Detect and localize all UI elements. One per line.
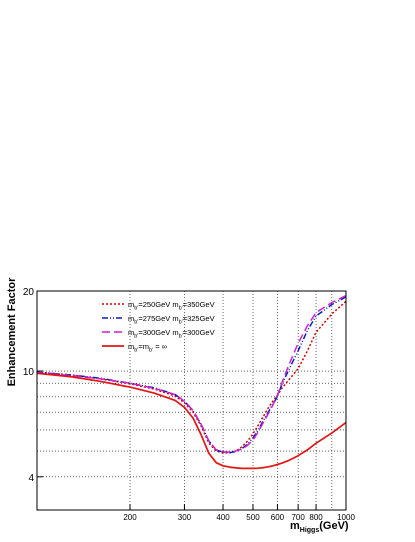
legend-label-4: mb'=mb' = ∞ xyxy=(128,342,167,354)
series-line-2 xyxy=(36,296,347,454)
series-line-1 xyxy=(36,300,347,454)
x-tick-label: 600 xyxy=(271,513,285,522)
y-tick-label: 20 xyxy=(23,287,35,298)
x-tick-label: 500 xyxy=(246,513,260,522)
x-tick-label: 200 xyxy=(123,513,137,522)
tick-layer: 200 300 400 500 600 700 800 1000 4 10 20 xyxy=(23,287,356,522)
legend-label-2: mb'=275GeV mb'=325GeV xyxy=(128,314,215,326)
plot-frame xyxy=(36,290,347,511)
y-axis-label: Enhancement Factor xyxy=(6,277,18,387)
grid-layer xyxy=(37,291,346,510)
legend-label-1: mb'=250GeV mb'=350GeV xyxy=(128,300,215,312)
series-layer xyxy=(36,295,347,470)
legend-label-3: mb'=300GeV mb'=300GeV xyxy=(128,328,215,340)
series-line-4 xyxy=(36,372,347,470)
y-tick-label: 4 xyxy=(28,473,34,484)
x-tick-label: 1000 xyxy=(337,513,355,522)
legend: mb'=250GeV mb'=350GeV mb'=275GeV mb'=325G… xyxy=(102,300,215,354)
x-tick-label: 300 xyxy=(178,513,192,522)
x-tick-label: 700 xyxy=(291,513,305,522)
x-axis-label: mHiggs(GeV) xyxy=(290,520,349,534)
series-line-3 xyxy=(36,295,347,453)
x-tick-label: 400 xyxy=(216,513,230,522)
y-tick-label: 10 xyxy=(23,367,35,378)
x-tick-label: 800 xyxy=(309,513,323,522)
